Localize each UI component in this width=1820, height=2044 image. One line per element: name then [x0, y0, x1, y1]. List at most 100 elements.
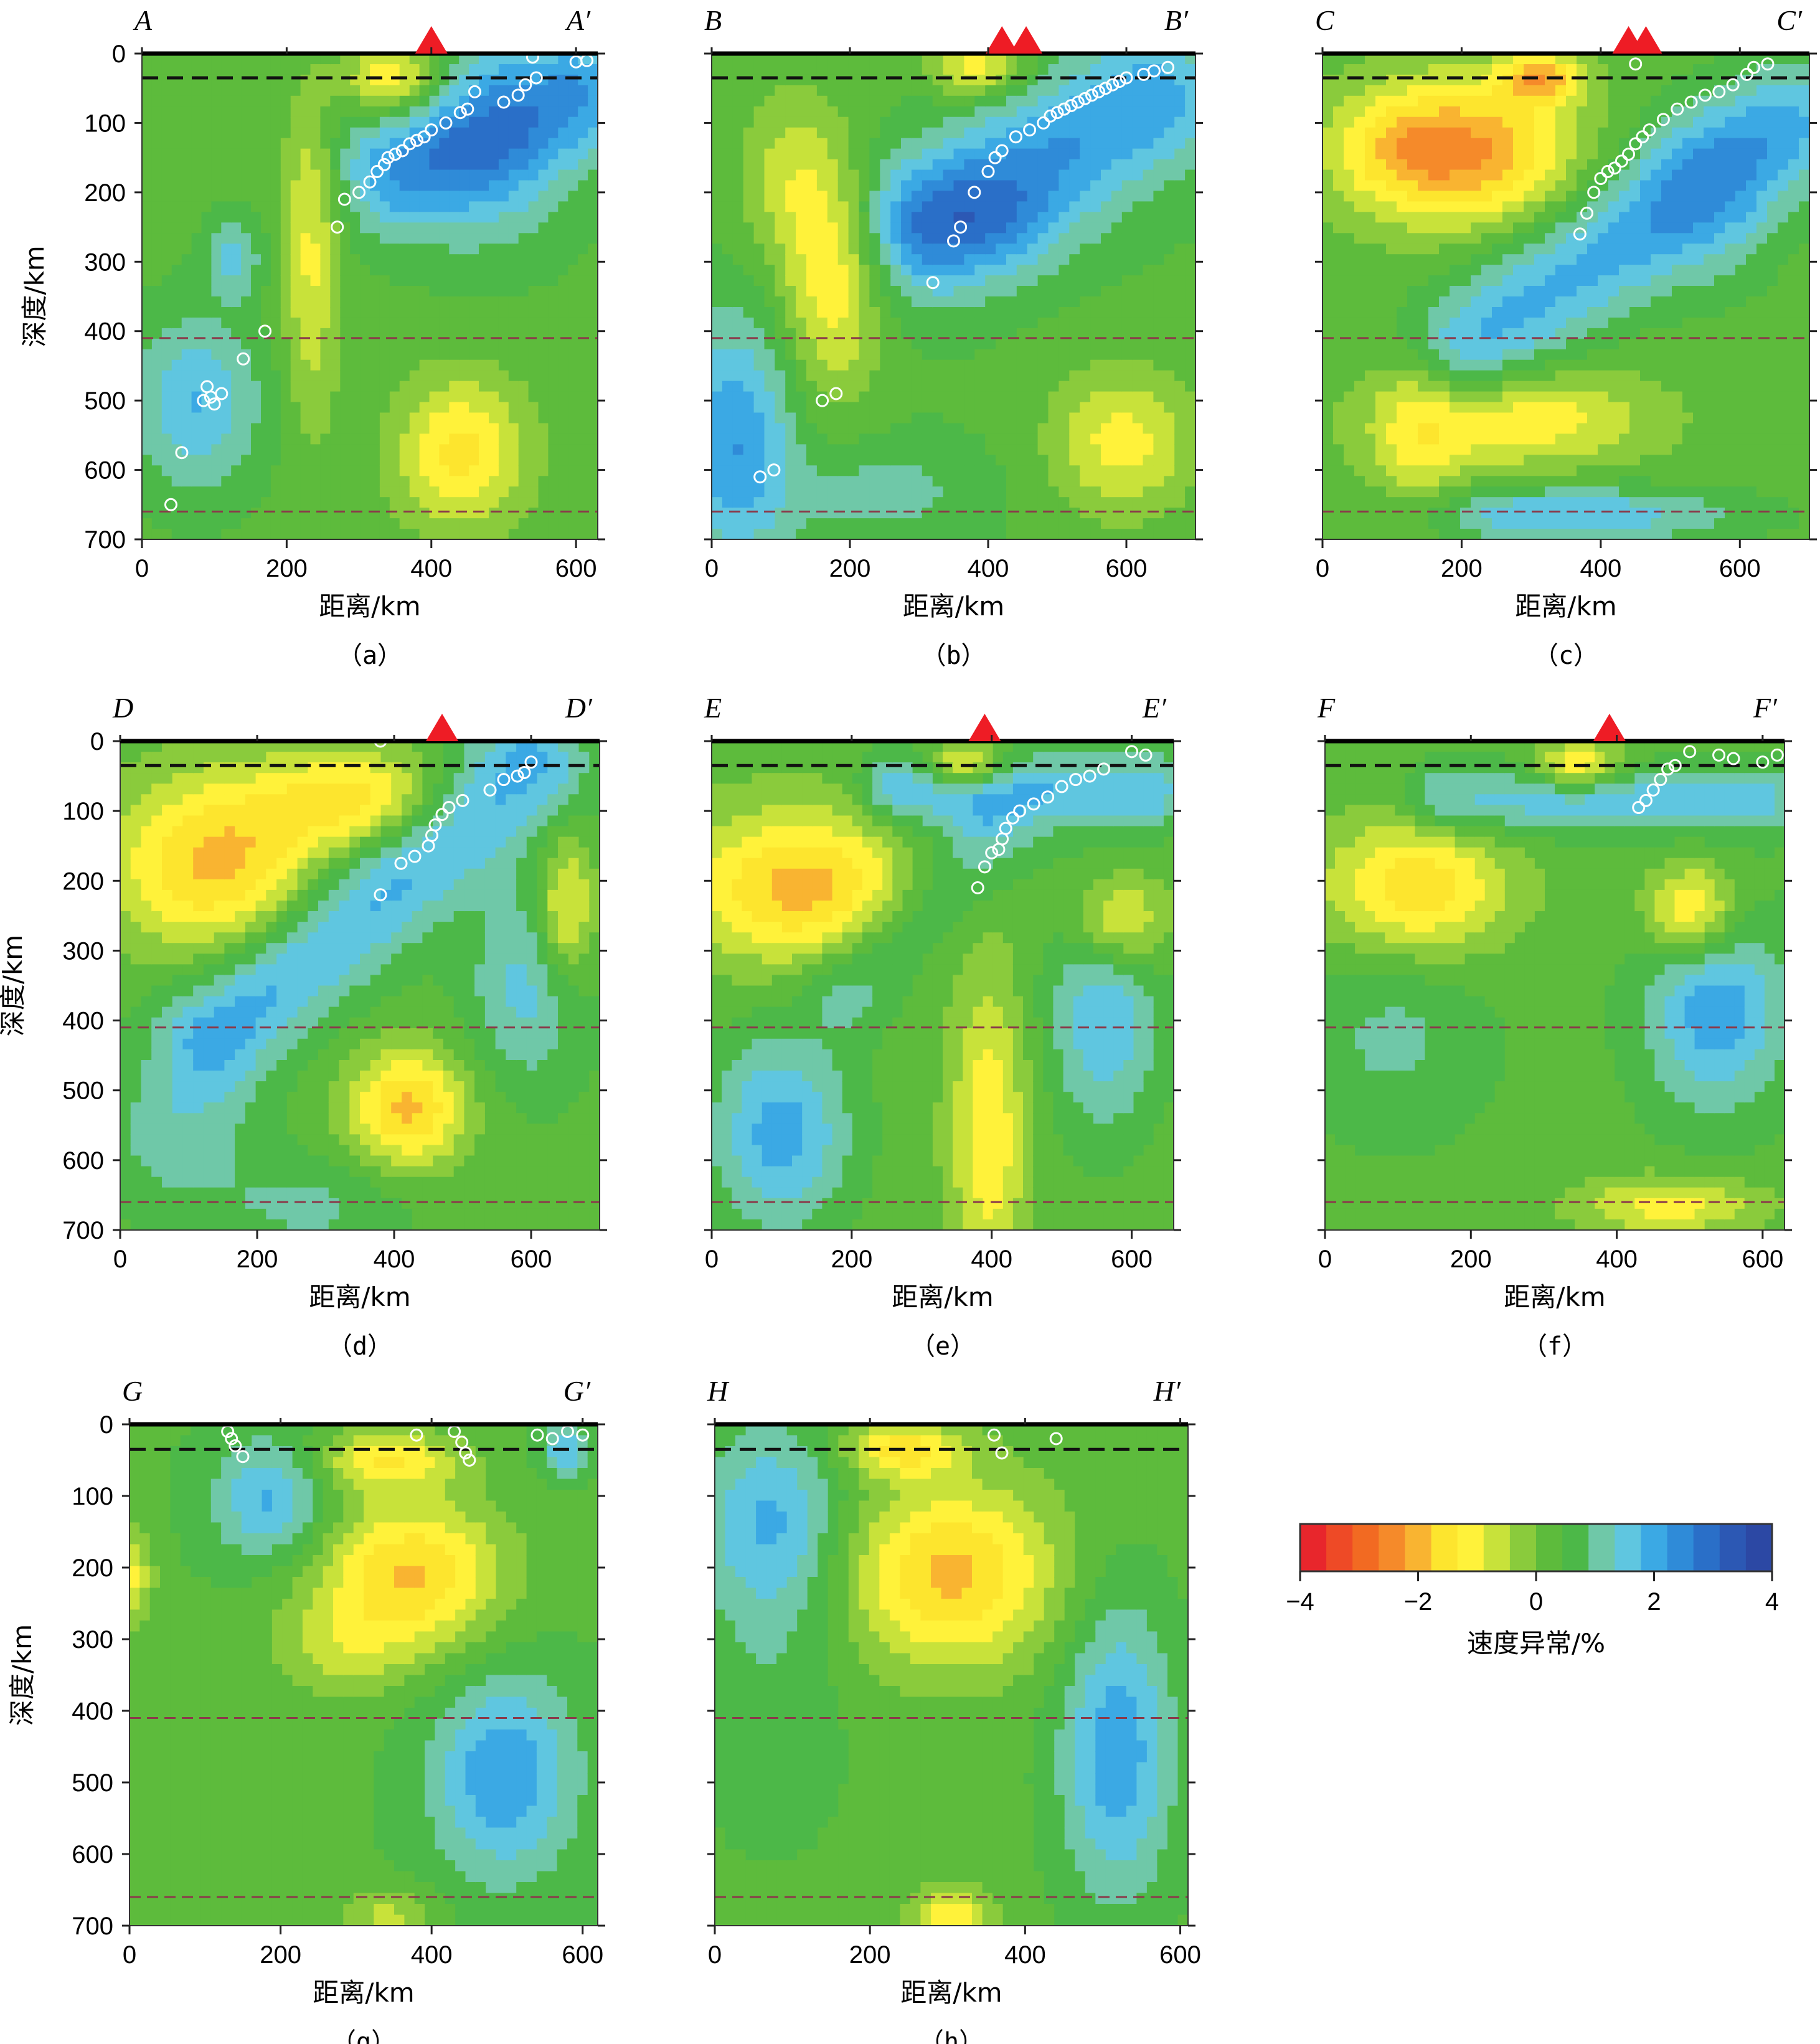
anomaly-cell — [548, 116, 559, 128]
anomaly-cell — [518, 296, 529, 308]
anomaly-cell — [827, 444, 839, 456]
anomaly-cell — [974, 201, 986, 213]
anomaly-cell — [880, 497, 891, 508]
anomaly-cell — [211, 265, 222, 276]
anomaly-cell — [1048, 54, 1060, 65]
anomaly-cell — [528, 244, 539, 255]
anomaly-cell — [261, 338, 271, 350]
anomaly-cell — [498, 486, 509, 498]
anomaly-cell — [753, 244, 765, 255]
anomaly-cell — [181, 296, 192, 308]
anomaly-cell — [1090, 497, 1101, 508]
anomaly-cell — [409, 191, 420, 202]
anomaly-cell — [1121, 222, 1133, 234]
anomaly-cell — [558, 338, 568, 350]
anomaly-cell — [270, 402, 281, 414]
anomaly-cell — [722, 529, 733, 539]
anomaly-cell — [518, 391, 529, 403]
anomaly-cell — [775, 244, 786, 255]
anomaly-cell — [1174, 212, 1186, 224]
anomaly-cell — [568, 169, 578, 181]
anomaly-cell — [360, 444, 370, 456]
anomaly-cell — [379, 201, 390, 213]
anomaly-cell — [538, 359, 549, 371]
anomaly-cell — [1344, 307, 1355, 318]
anomaly-cell — [816, 106, 828, 118]
anomaly-cell — [290, 412, 301, 424]
anomaly-cell — [1101, 286, 1112, 297]
anomaly-cell — [932, 265, 944, 276]
anomaly-cell — [379, 359, 390, 371]
anomaly-cell — [901, 486, 912, 498]
anomaly-cell — [796, 328, 807, 339]
anomaly-cell — [1407, 391, 1418, 403]
anomaly-cell — [459, 465, 469, 477]
anomaly-cell — [743, 286, 755, 297]
anomaly-cell — [548, 244, 559, 255]
anomaly-cell — [722, 233, 733, 245]
anomaly-cell — [1386, 159, 1397, 171]
anomaly-cell — [568, 338, 578, 350]
anomaly-cell — [1174, 444, 1186, 456]
anomaly-cell — [350, 381, 361, 392]
anomaly-cell — [890, 233, 902, 245]
anomaly-cell — [816, 286, 828, 297]
anomaly-cell — [1016, 476, 1028, 488]
anomaly-cell — [489, 486, 499, 498]
anomaly-cell — [399, 508, 410, 519]
anomaly-cell — [370, 286, 380, 297]
anomaly-cell — [1090, 296, 1101, 308]
anomaly-cell — [827, 402, 839, 414]
anomaly-cell — [449, 455, 460, 466]
anomaly-cell — [1080, 486, 1091, 498]
anomaly-cell — [558, 180, 568, 192]
anomaly-cell — [732, 529, 744, 539]
anomaly-cell — [1153, 465, 1165, 477]
anomaly-cell — [399, 64, 410, 75]
anomaly-cell — [548, 391, 559, 403]
anomaly-cell — [764, 106, 776, 118]
anomaly-cell — [859, 296, 870, 308]
anomaly-cell — [1164, 497, 1175, 508]
anomaly-cell — [1418, 455, 1429, 466]
anomaly-cell — [753, 127, 765, 139]
anomaly-cell — [181, 328, 192, 339]
anomaly-cell — [320, 508, 331, 519]
anomaly-cell — [869, 465, 881, 477]
anomaly-cell — [360, 433, 370, 445]
anomaly-cell — [1428, 64, 1440, 75]
anomaly-cell — [1111, 370, 1123, 382]
anomaly-cell — [848, 180, 860, 192]
anomaly-cell — [1037, 518, 1049, 529]
anomaly-cell — [1418, 317, 1429, 329]
anomaly-cell — [360, 138, 370, 149]
anomaly-cell — [360, 85, 370, 97]
anomaly-cell — [241, 402, 252, 414]
anomaly-cell — [429, 465, 440, 477]
anomaly-cell — [548, 518, 559, 529]
anomaly-cell — [379, 444, 390, 456]
anomaly-cell — [261, 349, 271, 361]
anomaly-cell — [399, 328, 410, 339]
anomaly-cell — [943, 212, 955, 224]
anomaly-cell — [1185, 328, 1195, 339]
anomaly-cell — [890, 275, 902, 286]
anomaly-cell — [151, 180, 163, 192]
earthquake-event — [237, 352, 250, 366]
anomaly-cell — [753, 265, 765, 276]
anomaly-cell — [859, 381, 870, 392]
anomaly-cell — [859, 338, 870, 350]
anomaly-cell — [1059, 307, 1070, 318]
anomaly-cell — [528, 296, 539, 308]
anomaly-cell — [340, 486, 351, 498]
anomaly-cell — [1397, 64, 1408, 75]
anomaly-cell — [191, 529, 202, 539]
anomaly-cell — [753, 307, 765, 318]
anomaly-cell — [869, 402, 881, 414]
anomaly-cell — [241, 169, 252, 181]
anomaly-cell — [1375, 212, 1387, 224]
anomaly-cell — [300, 222, 311, 234]
anomaly-cell — [1080, 402, 1091, 414]
anomaly-cell — [880, 518, 891, 529]
anomaly-cell — [221, 233, 232, 245]
